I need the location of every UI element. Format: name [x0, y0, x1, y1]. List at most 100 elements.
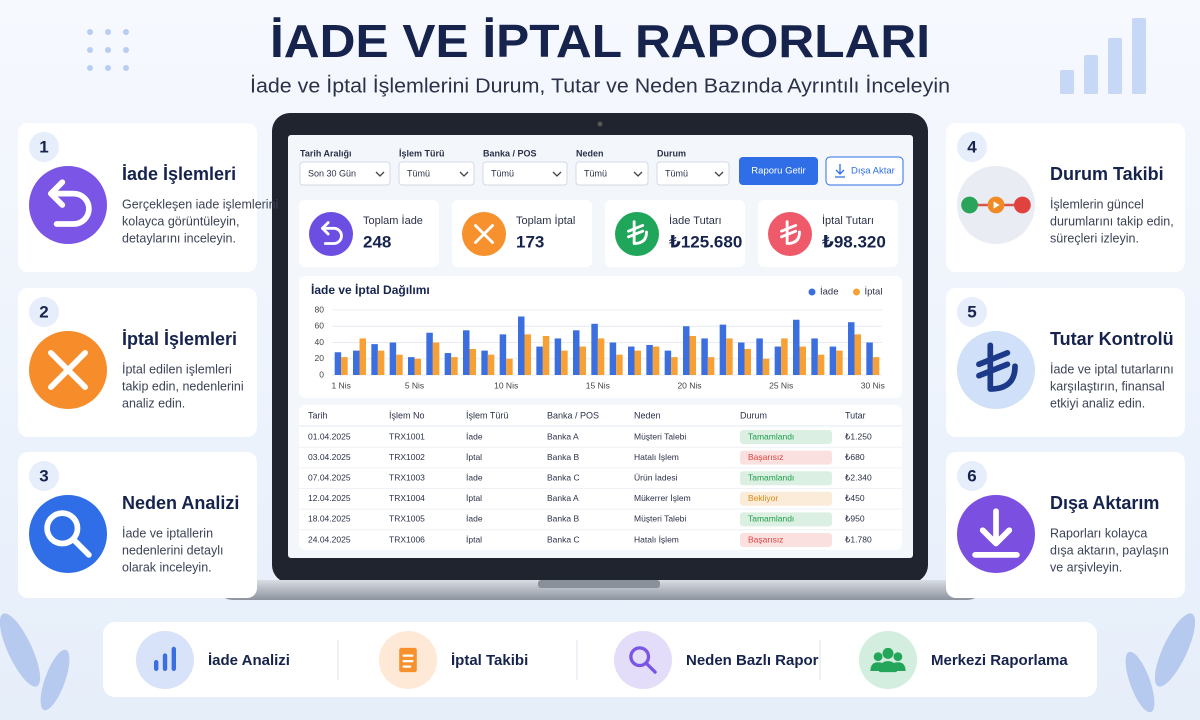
bar	[481, 350, 488, 375]
stat-value: ₺98.320	[822, 232, 886, 251]
feature-description: Gerçekleşen iade işlemlerini	[122, 197, 278, 211]
laptop-base	[222, 580, 978, 600]
icon-stroke	[402, 654, 414, 668]
filter-dropdown[interactable]: Tümü	[575, 161, 649, 186]
bar	[499, 334, 507, 375]
bottom-label: Merkezi Raporlama	[931, 652, 1068, 669]
feature-description: dışa aktarın, paylaşın	[1050, 543, 1169, 557]
feature-number: 3	[39, 466, 48, 485]
bar	[377, 350, 385, 375]
dropdown-chevron[interactable]	[552, 171, 562, 177]
icon	[153, 646, 177, 672]
icon	[870, 647, 906, 673]
bar	[573, 330, 580, 375]
dropdown-value[interactable]: Tümü	[665, 168, 688, 178]
table-cell: 03.04.2025	[308, 452, 351, 462]
feature-description: Raporları kolayca	[1050, 526, 1147, 540]
dropdown-value[interactable]: Son 30 Gün	[308, 168, 356, 178]
y-tick-label: 20	[315, 353, 325, 363]
bar	[726, 338, 733, 375]
bar	[646, 344, 653, 375]
icon-stroke	[153, 646, 177, 672]
bar	[609, 342, 617, 375]
dropdown-box[interactable]	[656, 161, 730, 186]
page-subtitle: İade ve İptal İşlemlerini Durum, Tutar v…	[250, 74, 950, 97]
bar	[487, 354, 495, 375]
icon	[629, 646, 657, 674]
stat-value: ₺125.680	[669, 232, 742, 251]
feature-description: karşılaştırın, finansal	[1050, 379, 1165, 393]
icon-fill	[870, 661, 906, 673]
status-text: Bekliyor	[748, 493, 778, 503]
status-pill	[740, 491, 832, 506]
dropdown-box[interactable]	[575, 161, 649, 186]
table-cell: ₺1.250	[845, 431, 872, 441]
table-cell: ₺1.780	[845, 534, 872, 544]
table-cell: Banka B	[547, 514, 579, 524]
feature-number: 4	[967, 137, 977, 156]
feature-description: süreçleri izleyin.	[1050, 231, 1139, 245]
feature-title: Tutar Kontrolü	[1050, 329, 1174, 349]
status-pill	[740, 512, 832, 527]
bar	[408, 357, 415, 375]
bar	[359, 338, 366, 375]
dropdown-chevron[interactable]	[633, 171, 643, 177]
icon-fill	[873, 652, 883, 662]
feature-description: olarak inceleyin.	[122, 560, 212, 574]
icon-stroke	[976, 342, 1018, 392]
bar	[426, 332, 433, 375]
button-label[interactable]: Raporu Getir	[751, 166, 805, 177]
button-secondary[interactable]	[825, 156, 904, 186]
x-tick-label: 1 Nis	[331, 380, 350, 390]
table-header: Tutar	[845, 410, 866, 420]
filter-dropdown[interactable]: Son 30 Gün	[299, 161, 391, 186]
icon-stroke	[48, 179, 66, 208]
dropdown-box[interactable]	[299, 161, 391, 186]
bar	[469, 349, 476, 375]
bar	[554, 338, 562, 375]
table-cell: 12.04.2025	[308, 493, 351, 503]
dropdown-chevron[interactable]	[714, 171, 724, 177]
bar	[719, 324, 727, 375]
filter-label: İşlem Türü	[399, 148, 445, 158]
stat-icon-bg	[309, 212, 353, 256]
icon-fill	[893, 652, 903, 662]
dropdown-box[interactable]	[398, 161, 475, 186]
dropdown-chevron[interactable]	[459, 171, 469, 177]
dropdown-chevron[interactable]	[375, 171, 385, 177]
filter-dropdown[interactable]: Tümü	[656, 161, 730, 186]
stat-value: 248	[363, 232, 391, 251]
table-panel	[299, 405, 902, 550]
button[interactable]: Raporu Getir	[739, 157, 818, 185]
feature-description: İptal edilen işlemleri	[122, 362, 232, 376]
table-cell: Müşteri Talebi	[634, 431, 686, 441]
status-pill	[740, 450, 832, 465]
bottom-label: Neden Bazlı Rapor	[686, 652, 819, 669]
bar	[628, 346, 635, 375]
dropdown-value[interactable]: Tümü	[584, 168, 607, 178]
feature-description: analiz edin.	[122, 396, 185, 410]
table-cell: TRX1003	[389, 472, 425, 482]
bar	[817, 354, 825, 375]
dropdown-value[interactable]: Tümü	[407, 168, 430, 178]
dropdown-box[interactable]	[482, 161, 568, 186]
icon	[972, 508, 1020, 558]
filter-dropdown[interactable]: Tümü	[398, 161, 475, 186]
table-header: Durum	[740, 410, 767, 420]
dropdown-value[interactable]: Tümü	[491, 168, 514, 178]
bar	[432, 342, 440, 375]
button[interactable]: Dışa Aktar	[825, 156, 904, 186]
bar	[781, 338, 788, 375]
stat-value: 173	[516, 232, 544, 251]
filter-dropdown[interactable]: Tümü	[482, 161, 568, 186]
button-primary[interactable]	[739, 157, 818, 185]
icon-stroke	[474, 224, 494, 244]
bar	[536, 346, 543, 375]
bar	[701, 338, 708, 375]
feature-description: İade ve iptal tutarlarını	[1050, 362, 1174, 376]
bar	[524, 334, 531, 375]
button-label[interactable]: Dışa Aktar	[851, 166, 895, 177]
button-icon[interactable]	[835, 164, 845, 178]
table-cell: Ürün İadesi	[634, 472, 678, 482]
